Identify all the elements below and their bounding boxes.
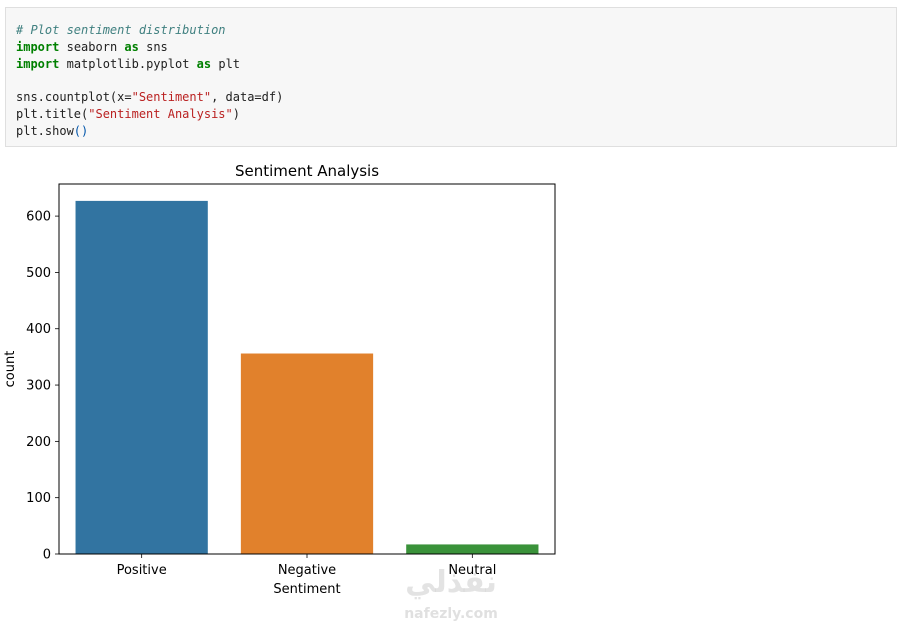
watermark-arabic: نفذلي [405, 565, 497, 600]
watermark-latin: nafezly.com [404, 606, 498, 622]
title-call: plt.title( [16, 106, 89, 121]
y-tick-label: 300 [26, 379, 51, 394]
bar-chart: Sentiment Analysis Positive Negative Neutra… [3, 162, 556, 597]
show-parens: () [73, 123, 89, 138]
x-tick-label: Neutral [448, 563, 496, 578]
title-call-close: ) [232, 106, 240, 121]
nafezly-watermark: نفذلي nafezly.com [404, 565, 498, 622]
y-tick-label: 600 [26, 210, 51, 225]
x-axis-label: Sentiment [273, 582, 340, 597]
show-call: plt.show [16, 123, 74, 138]
bar-negative [240, 353, 374, 554]
y-tick-label: 200 [26, 435, 51, 450]
module-matplotlib: matplotlib.pyplot [66, 56, 190, 71]
module-seaborn: seaborn [66, 39, 118, 54]
code-cell[interactable]: # Plot sentiment distribution import seab… [5, 7, 897, 147]
string-title: "Sentiment Analysis" [88, 106, 233, 121]
code-block[interactable]: # Plot sentiment distribution import seab… [6, 8, 896, 140]
y-tick-label: 100 [26, 491, 51, 506]
code-comment: # Plot sentiment distribution [16, 23, 226, 37]
x-tick-label: Negative [278, 563, 336, 578]
bar-positive [75, 200, 208, 555]
keyword-import: import [16, 39, 60, 54]
y-tick-label: 0 [43, 548, 51, 563]
bar-neutral [406, 544, 539, 554]
string-sentiment: "Sentiment" [131, 90, 212, 105]
alias-sns: sns [146, 39, 168, 54]
x-tick-label: Positive [117, 563, 167, 578]
plot-frame [58, 183, 556, 555]
alias-plt: plt [218, 56, 241, 71]
keyword-as: as [124, 39, 139, 54]
chart-title: Sentiment Analysis [235, 162, 379, 180]
y-axis-label: count [3, 351, 18, 388]
y-tick-label: 400 [26, 322, 51, 337]
keyword-import: import [16, 56, 60, 71]
countplot-call: sns.countplot(x= [16, 90, 132, 105]
keyword-as: as [196, 56, 212, 71]
y-tick-label: 500 [26, 266, 51, 281]
countplot-args: , data=df) [211, 90, 284, 105]
